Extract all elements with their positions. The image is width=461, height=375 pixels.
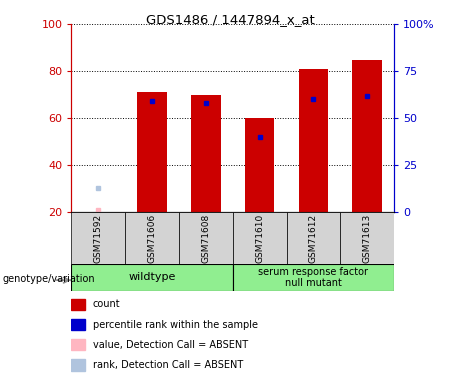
Text: GSM71608: GSM71608	[201, 213, 210, 263]
Text: GSM71592: GSM71592	[94, 213, 103, 262]
Bar	[287, 212, 340, 264]
Bar	[137, 92, 167, 212]
Bar	[179, 212, 233, 264]
Text: rank, Detection Call = ABSENT: rank, Detection Call = ABSENT	[93, 360, 243, 370]
Bar	[299, 69, 328, 212]
Text: wildtype: wildtype	[129, 273, 176, 282]
Text: percentile rank within the sample: percentile rank within the sample	[93, 320, 258, 330]
Bar	[71, 359, 85, 370]
Bar	[353, 60, 382, 212]
Text: GDS1486 / 1447894_x_at: GDS1486 / 1447894_x_at	[146, 13, 315, 26]
Bar	[71, 339, 85, 350]
Bar	[233, 264, 394, 291]
Text: GSM71610: GSM71610	[255, 213, 264, 263]
Text: GSM71612: GSM71612	[309, 213, 318, 262]
Bar	[71, 212, 125, 264]
Bar	[233, 212, 287, 264]
Bar	[71, 319, 85, 330]
Bar	[245, 118, 274, 212]
Text: genotype/variation: genotype/variation	[2, 274, 95, 284]
Text: count: count	[93, 300, 120, 309]
Bar	[71, 264, 233, 291]
Bar	[125, 212, 179, 264]
Bar	[340, 212, 394, 264]
Bar	[71, 299, 85, 310]
Text: value, Detection Call = ABSENT: value, Detection Call = ABSENT	[93, 340, 248, 350]
Text: serum response factor
null mutant: serum response factor null mutant	[259, 267, 368, 288]
Bar	[191, 95, 221, 212]
Text: GSM71606: GSM71606	[148, 213, 157, 263]
Text: GSM71613: GSM71613	[363, 213, 372, 263]
